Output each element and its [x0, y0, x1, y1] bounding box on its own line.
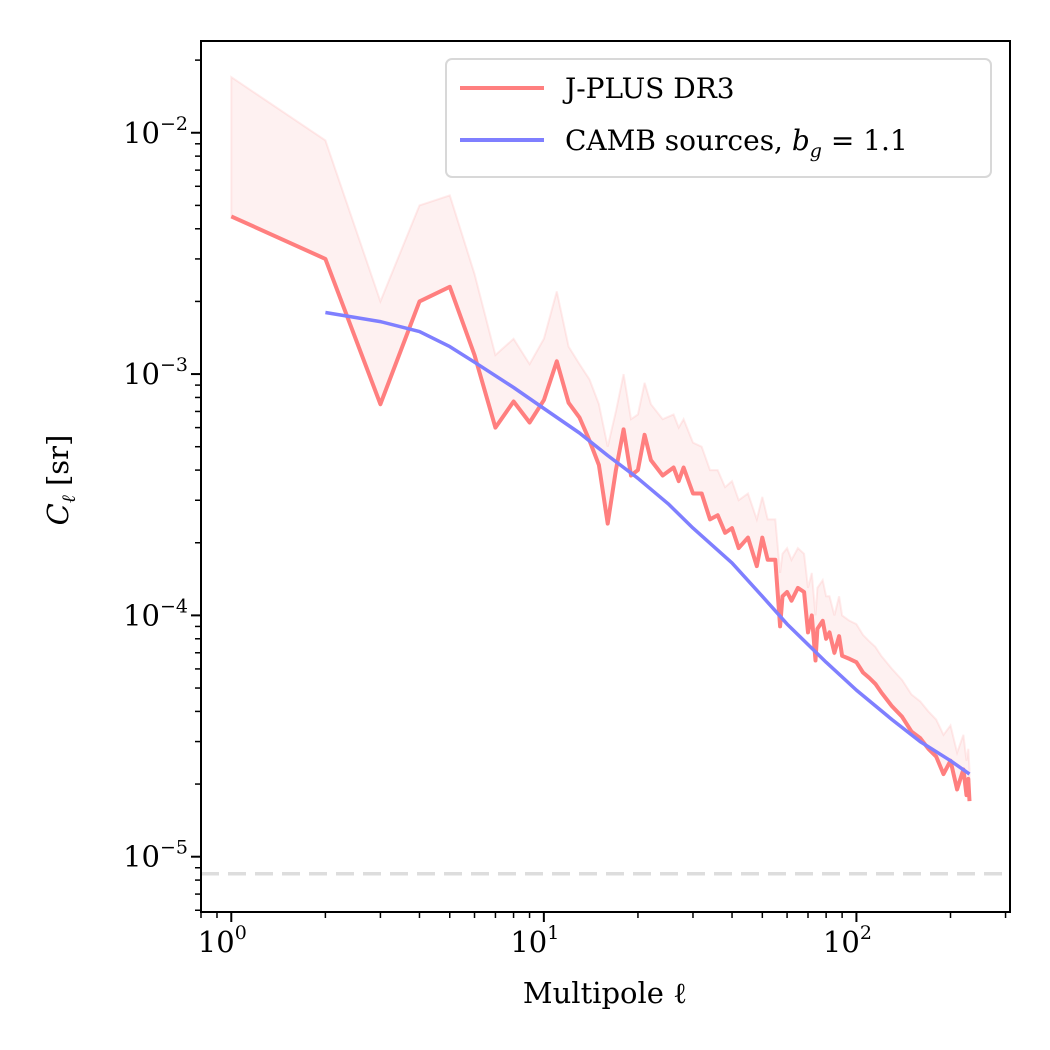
x-tick-label: 102	[823, 922, 872, 959]
legend-box	[445, 58, 992, 178]
y-tick-label: 10−4	[123, 595, 188, 632]
x-axis-label-text: Multipole ℓ	[523, 976, 687, 1010]
x-tick-label: 101	[510, 922, 559, 959]
svg-text:Cℓ [sr]: Cℓ [sr]	[41, 435, 80, 526]
y-axis-label-unit: [sr]	[41, 435, 75, 496]
plot-layer	[201, 75, 1010, 876]
camb-sources-line	[325, 310, 971, 776]
x-axis-label: Multipole ℓ	[523, 976, 687, 1010]
y-tick-label: 10−5	[123, 837, 188, 874]
y-tick-label: 10−3	[123, 354, 188, 391]
legend: J-PLUS DR3 CAMB sources, bg = 1.1	[445, 58, 992, 178]
y-axis-label: Cℓ [sr]	[41, 435, 80, 526]
plot-frame	[200, 40, 1011, 913]
y-axis-label-sub: ℓ	[58, 495, 80, 503]
legend-label-jplus: J-PLUS DR3	[562, 72, 735, 105]
y-tick-label: 10−2	[123, 113, 188, 150]
jplus-dr3-line	[230, 214, 972, 802]
y-axis-label-main: C	[41, 503, 75, 525]
x-tick-label: 100	[198, 922, 247, 959]
legend-label-camb: CAMB sources, bg = 1.1	[565, 124, 908, 162]
